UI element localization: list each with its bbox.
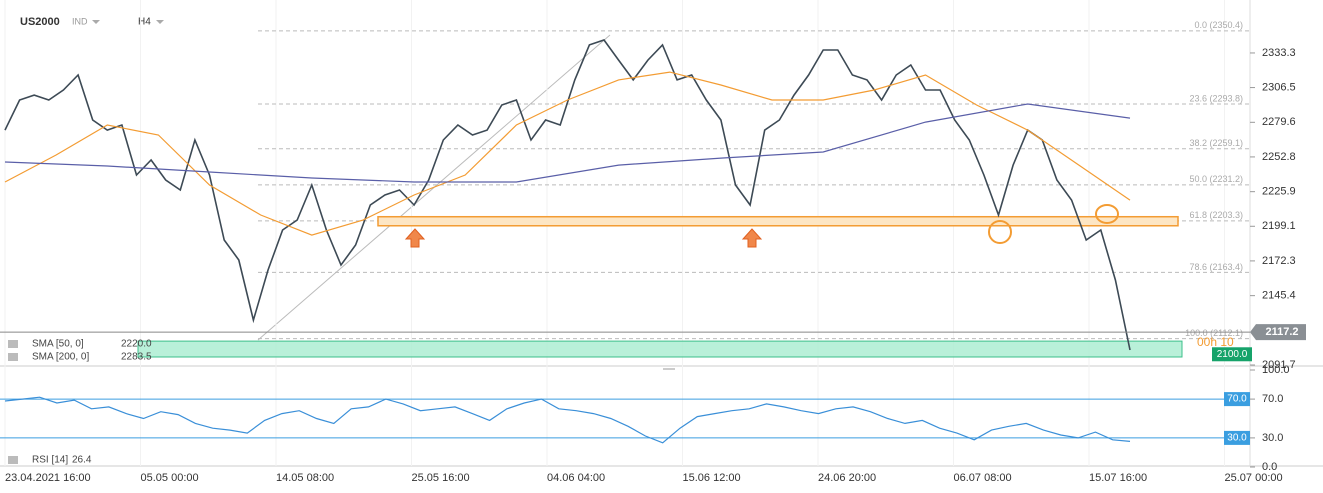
- level-tag: [1224, 430, 1250, 445]
- fib-label: 50.0 (2231.2): [1189, 174, 1243, 184]
- fib-label: 61.8 (2203.3): [1189, 210, 1243, 220]
- y-tick-label: 100.0: [1262, 364, 1290, 376]
- series-line: [4, 396, 1131, 444]
- indicator-name[interactable]: SMA [50, 0]: [32, 339, 84, 350]
- y-tick-label: 2145.4: [1262, 290, 1296, 302]
- symbol[interactable]: US2000: [20, 16, 60, 28]
- indicator-icon: [8, 456, 18, 464]
- level-tag: [1224, 392, 1250, 407]
- y-tick-label: 0.0: [1262, 461, 1277, 473]
- y-tick-label: 2306.5: [1262, 81, 1296, 93]
- countdown: 00h 10: [1197, 335, 1234, 349]
- y-tick-label: 2172.3: [1262, 255, 1296, 267]
- indicator-icon: [8, 340, 18, 348]
- level-label: 30.0: [1227, 433, 1247, 444]
- time-label: 25.05 16:00: [412, 472, 470, 484]
- pane-handle[interactable]: [663, 368, 675, 370]
- time-label: 23.04.2021 16:00: [5, 472, 91, 484]
- dropdown-icon[interactable]: [156, 20, 164, 24]
- time-label: 14.05 08:00: [276, 472, 334, 484]
- series-line: [4, 39, 1131, 351]
- y-tick-label: 2091.7: [1262, 359, 1296, 371]
- y-tick-label: 30.0: [1262, 432, 1283, 444]
- interval[interactable]: H4: [138, 17, 151, 28]
- series-line: [4, 71, 1131, 236]
- y-tick-label: 70.0: [1262, 393, 1283, 405]
- fib-label: 100.0 (2112.1): [1185, 328, 1243, 338]
- indicator-icon: [8, 353, 18, 361]
- y-tick-label: 2333.3: [1262, 47, 1296, 59]
- time-label: 15.07 16:00: [1089, 472, 1147, 484]
- time-label: 04.06 04:00: [547, 472, 605, 484]
- dropdown-icon[interactable]: [92, 20, 100, 24]
- support-band: [377, 215, 1179, 227]
- y-tick-label: 2252.8: [1262, 151, 1296, 163]
- fib-label: 0.0 (2350.4): [1194, 20, 1243, 30]
- highlight-circle: [1095, 204, 1119, 224]
- last-price-label: 2117.2: [1265, 326, 1298, 338]
- y-tick-label: 2199.1: [1262, 220, 1296, 232]
- time-label: 24.06 20:00: [818, 472, 876, 484]
- arrow-up: [741, 228, 763, 248]
- y-tick-label: 2225.9: [1262, 186, 1296, 198]
- time-label: 06.07 08:00: [954, 472, 1012, 484]
- fib-label: 38.2 (2259.1): [1189, 138, 1243, 148]
- demand-zone: [137, 340, 1183, 358]
- highlight-circle: [988, 220, 1012, 244]
- indicator-value: 26.4: [72, 455, 92, 466]
- market[interactable]: IND: [72, 16, 88, 26]
- time-label: 15.06 12:00: [683, 472, 741, 484]
- time-label: 25.07 00:00: [1225, 472, 1283, 484]
- indicator-name[interactable]: RSI [14]: [32, 455, 68, 466]
- last-price-tag: [1250, 324, 1306, 341]
- indicator-value: 2220.0: [121, 339, 152, 350]
- time-label: 05.05 00:00: [141, 472, 199, 484]
- fib-label: 23.6 (2293.8): [1189, 93, 1243, 103]
- fib-label: 78.6 (2163.4): [1189, 262, 1243, 272]
- arrow-up: [404, 228, 426, 248]
- zone-tag: [1212, 347, 1252, 362]
- level-label: 70.0: [1227, 394, 1247, 405]
- zone-label: 2100.0: [1217, 349, 1248, 360]
- indicator-value: 2283.5: [121, 352, 152, 363]
- y-tick-label: 2279.6: [1262, 116, 1296, 128]
- series-line: [4, 103, 1131, 183]
- indicator-name[interactable]: SMA [200, 0]: [32, 352, 89, 363]
